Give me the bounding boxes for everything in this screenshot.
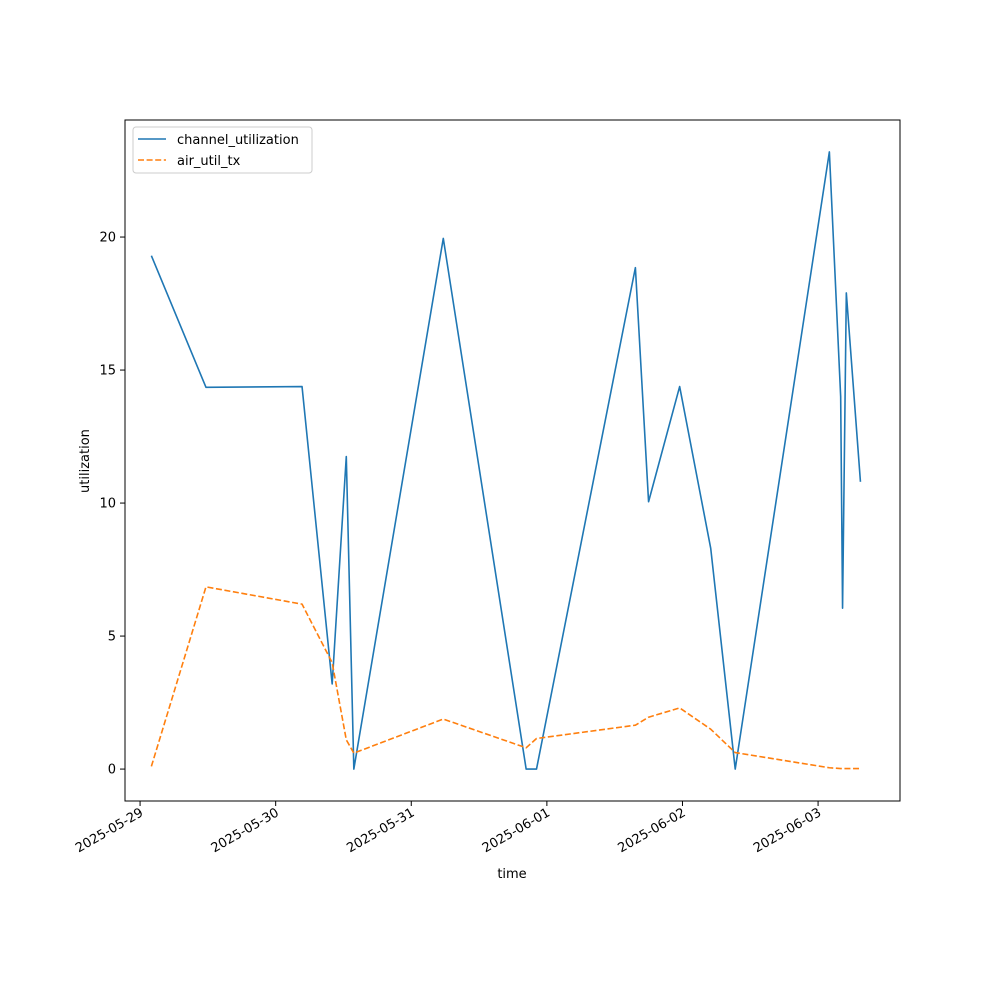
plot-lines — [150, 151, 862, 770]
x-axis-label: time — [497, 867, 526, 882]
legend-label-air-util-tx: air_util_tx — [177, 154, 241, 169]
legend-label-channel-utilization: channel_utilization — [177, 133, 299, 148]
legend-box — [132, 126, 313, 174]
plot-frame — [124, 119, 901, 802]
y-tick-label: 20 — [99, 231, 116, 246]
y-axis-label: utilization — [78, 429, 93, 493]
legend: channel_utilization air_util_tx — [132, 126, 313, 174]
series-line-air-util-tx — [150, 586, 861, 770]
y-tick-label: 15 — [99, 364, 116, 379]
series-line-channel-utilization — [150, 151, 862, 770]
y-tick-label: 0 — [108, 763, 116, 778]
y-tick-label: 5 — [108, 630, 116, 645]
y-tick-label: 10 — [99, 497, 116, 512]
y-axis: 0 5 10 15 20 — [99, 231, 125, 778]
